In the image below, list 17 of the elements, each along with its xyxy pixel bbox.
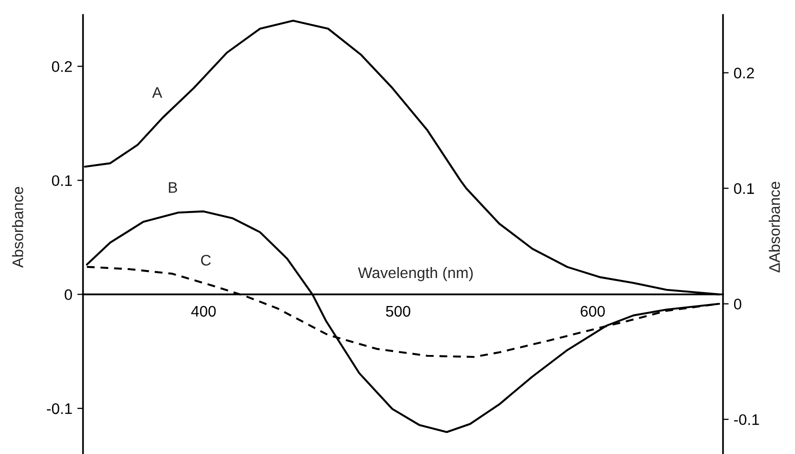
y-tick-label: 0 <box>64 289 72 300</box>
y-axis-title: Absorbance <box>12 186 24 268</box>
y2-tick-label: 0.1 <box>734 183 754 194</box>
y-tick-label: 0.1 <box>52 175 72 186</box>
y-tick-label: 0.2 <box>52 61 72 72</box>
x-axis-title: Wavelength (nm) <box>358 266 473 282</box>
x-tick-label: 500 <box>386 306 410 317</box>
series-label: B <box>168 182 178 193</box>
y-tick-label: -0.1 <box>46 403 72 414</box>
y2-axis-title: ΔAbsorbance <box>768 182 780 272</box>
y2-tick-label: 0.2 <box>734 68 754 78</box>
x-tick-label: 400 <box>191 306 216 317</box>
series-label: A <box>152 87 162 98</box>
series-label: C <box>201 254 211 266</box>
y2-tick-label: -0.1 <box>734 414 759 426</box>
y2-tick-label: 0 <box>734 298 742 310</box>
x-tick-label: 600 <box>580 306 605 317</box>
